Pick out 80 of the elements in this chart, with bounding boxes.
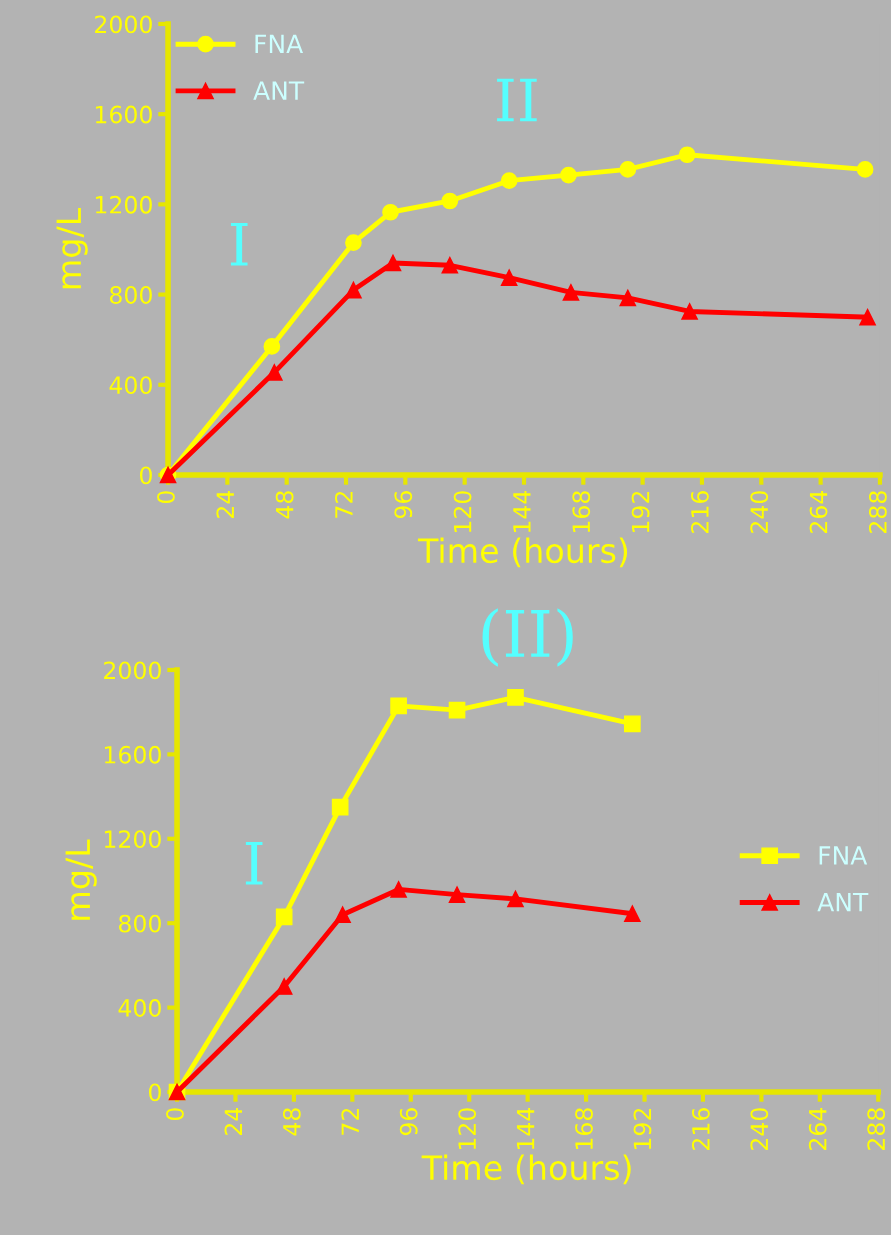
point bbox=[856, 161, 874, 178]
x-tick-label: 264 bbox=[808, 1107, 827, 1150]
x-tick-label: 240 bbox=[750, 1108, 769, 1150]
y-tick-label: 800 bbox=[109, 286, 152, 304]
x-tick-label: 264 bbox=[809, 490, 828, 533]
point bbox=[681, 303, 698, 320]
x-tick-label: 216 bbox=[690, 491, 709, 533]
y-tick-label: 1200 bbox=[95, 195, 152, 214]
y-tick-label: 0 bbox=[139, 466, 152, 485]
y-tick-label: 0 bbox=[148, 1083, 161, 1102]
y-tick-label: 1600 bbox=[104, 745, 161, 764]
x-tick-label: 72 bbox=[335, 491, 353, 518]
annotation: I bbox=[230, 223, 248, 266]
y-tick-label: 2000 bbox=[95, 15, 152, 34]
point bbox=[275, 978, 293, 995]
x-tick-label: 72 bbox=[341, 1108, 359, 1135]
x-axis-title: Time (hours) bbox=[417, 537, 628, 568]
point bbox=[345, 281, 362, 299]
point bbox=[441, 192, 459, 210]
point bbox=[441, 256, 459, 274]
x-tick-label: 96 bbox=[399, 1108, 418, 1136]
point bbox=[448, 701, 466, 719]
legend-label: FNA bbox=[819, 846, 868, 865]
point bbox=[334, 906, 351, 924]
point bbox=[624, 905, 641, 923]
point bbox=[562, 283, 580, 301]
point bbox=[619, 161, 637, 178]
x-tick-label: 120 bbox=[453, 491, 472, 533]
point bbox=[619, 289, 637, 307]
point bbox=[500, 172, 518, 190]
point bbox=[507, 689, 524, 706]
point bbox=[275, 908, 293, 926]
point bbox=[382, 203, 399, 221]
point bbox=[560, 166, 577, 184]
point bbox=[266, 364, 283, 381]
y-tick-label: 2000 bbox=[104, 661, 161, 680]
point bbox=[263, 338, 281, 355]
x-tick-label: 0 bbox=[166, 1108, 184, 1121]
x-tick-label: 0 bbox=[157, 491, 175, 504]
x-tick-label: 168 bbox=[575, 1108, 593, 1150]
point bbox=[384, 254, 402, 272]
y-tick-label: 400 bbox=[109, 376, 152, 395]
point bbox=[331, 798, 349, 816]
x-tick-label: 288 bbox=[867, 1108, 886, 1150]
x-tick-label: 24 bbox=[216, 490, 234, 518]
x-tick-label: 240 bbox=[750, 491, 769, 533]
annotation: I bbox=[245, 841, 263, 885]
y-axis-title: mg/L bbox=[65, 839, 97, 920]
x-tick-label: 288 bbox=[868, 491, 887, 533]
point bbox=[507, 890, 524, 908]
point bbox=[390, 697, 407, 715]
x-tick-label: 48 bbox=[275, 491, 294, 519]
x-tick-label: 24 bbox=[224, 1107, 242, 1135]
x-tick-label: 144 bbox=[516, 1107, 535, 1150]
point bbox=[345, 234, 362, 252]
annotation: II bbox=[497, 78, 537, 122]
x-tick-label: 48 bbox=[282, 1108, 301, 1136]
x-tick-label: 216 bbox=[691, 1108, 710, 1150]
x-tick-label: 96 bbox=[394, 491, 413, 519]
chart-title: (II) bbox=[482, 608, 573, 667]
y-axis-title: mg/L bbox=[56, 207, 88, 289]
x-tick-label: 168 bbox=[572, 491, 591, 533]
point bbox=[390, 881, 407, 898]
legend-label: ANT bbox=[253, 81, 305, 100]
x-tick-label: 192 bbox=[631, 491, 650, 533]
y-tick-label: 800 bbox=[118, 914, 161, 933]
y-tick-label: 1600 bbox=[95, 105, 152, 124]
point bbox=[624, 715, 641, 733]
x-tick-label: 192 bbox=[633, 1108, 652, 1150]
legend-label: FNA bbox=[255, 34, 304, 53]
point bbox=[500, 269, 518, 286]
x-axis-title: Time (hours) bbox=[421, 1154, 631, 1185]
x-tick-label: 144 bbox=[513, 490, 531, 533]
point bbox=[859, 308, 876, 326]
point bbox=[678, 146, 696, 164]
y-tick-label: 400 bbox=[118, 999, 161, 1017]
point bbox=[448, 886, 466, 904]
legend-label: ANT bbox=[817, 893, 869, 912]
y-tick-label: 1200 bbox=[104, 830, 161, 849]
x-tick-label: 120 bbox=[458, 1108, 477, 1150]
